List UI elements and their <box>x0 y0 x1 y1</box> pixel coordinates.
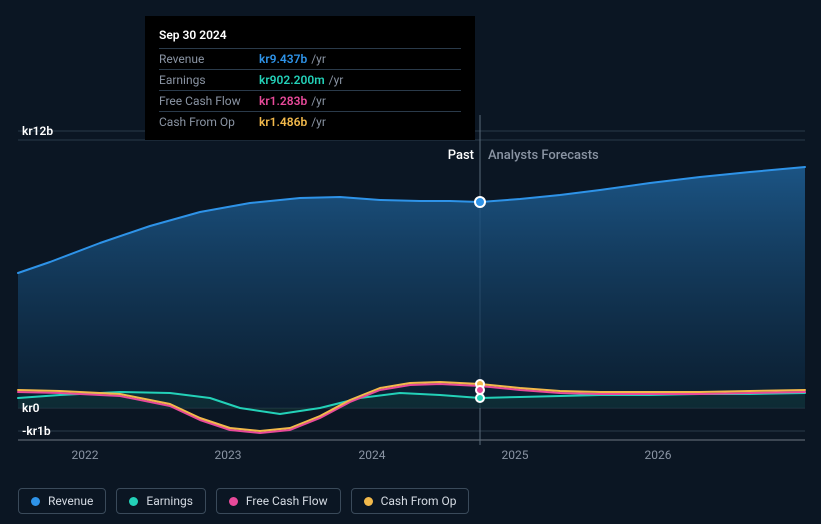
legend-item-earnings[interactable]: Earnings <box>116 488 206 514</box>
xtick-label: 2025 <box>502 448 529 462</box>
tooltip-row-value: kr1.283b <box>259 94 307 108</box>
ytick-label: kr0 <box>22 401 40 415</box>
tooltip-row: Revenuekr9.437b/yr <box>159 48 461 69</box>
legend: Revenue Earnings Free Cash Flow Cash From O… <box>18 488 469 514</box>
legend-item-label: Earnings <box>146 494 193 508</box>
financial-chart: kr12bkr0-kr1b 20222023202420252026 Past … <box>0 0 821 524</box>
legend-dot-icon <box>229 497 238 506</box>
legend-item-cfo[interactable]: Cash From Op <box>351 488 470 514</box>
past-label: Past <box>448 148 474 163</box>
legend-dot-icon <box>364 497 373 506</box>
ytick-label: kr12b <box>22 124 53 138</box>
legend-item-label: Cash From Op <box>381 494 457 508</box>
forecast-label: Analysts Forecasts <box>488 148 599 163</box>
tooltip-row-unit: /yr <box>311 94 326 108</box>
tooltip-row-value: kr9.437b <box>259 52 307 66</box>
tooltip-date: Sep 30 2024 <box>159 24 461 48</box>
xtick-label: 2022 <box>72 448 99 462</box>
legend-item-revenue[interactable]: Revenue <box>18 488 106 514</box>
xtick-label: 2023 <box>215 448 242 462</box>
legend-dot-icon <box>31 497 40 506</box>
tooltip-row-label: Cash From Op <box>159 115 259 129</box>
tooltip-row-label: Free Cash Flow <box>159 94 259 108</box>
tooltip-row: Earningskr902.200m/yr <box>159 69 461 90</box>
tooltip-row-label: Revenue <box>159 52 259 66</box>
tooltip-row-label: Earnings <box>159 73 259 87</box>
xtick-label: 2026 <box>645 448 672 462</box>
legend-item-label: Revenue <box>48 494 93 508</box>
tooltip-row: Free Cash Flowkr1.283b/yr <box>159 90 461 111</box>
xtick-label: 2024 <box>359 448 386 462</box>
tooltip-row-value: kr1.486b <box>259 115 307 129</box>
tooltip-row: Cash From Opkr1.486b/yr <box>159 111 461 132</box>
tooltip-row-unit: /yr <box>311 115 326 129</box>
tooltip: Sep 30 2024 Revenuekr9.437b/yrEarningskr… <box>145 16 475 140</box>
legend-dot-icon <box>129 497 138 506</box>
tooltip-row-unit: /yr <box>329 73 344 87</box>
ytick-label: -kr1b <box>22 424 51 438</box>
tooltip-row-unit: /yr <box>311 52 326 66</box>
legend-item-label: Free Cash Flow <box>246 494 328 508</box>
legend-item-fcf[interactable]: Free Cash Flow <box>216 488 341 514</box>
tooltip-row-value: kr902.200m <box>259 73 325 87</box>
